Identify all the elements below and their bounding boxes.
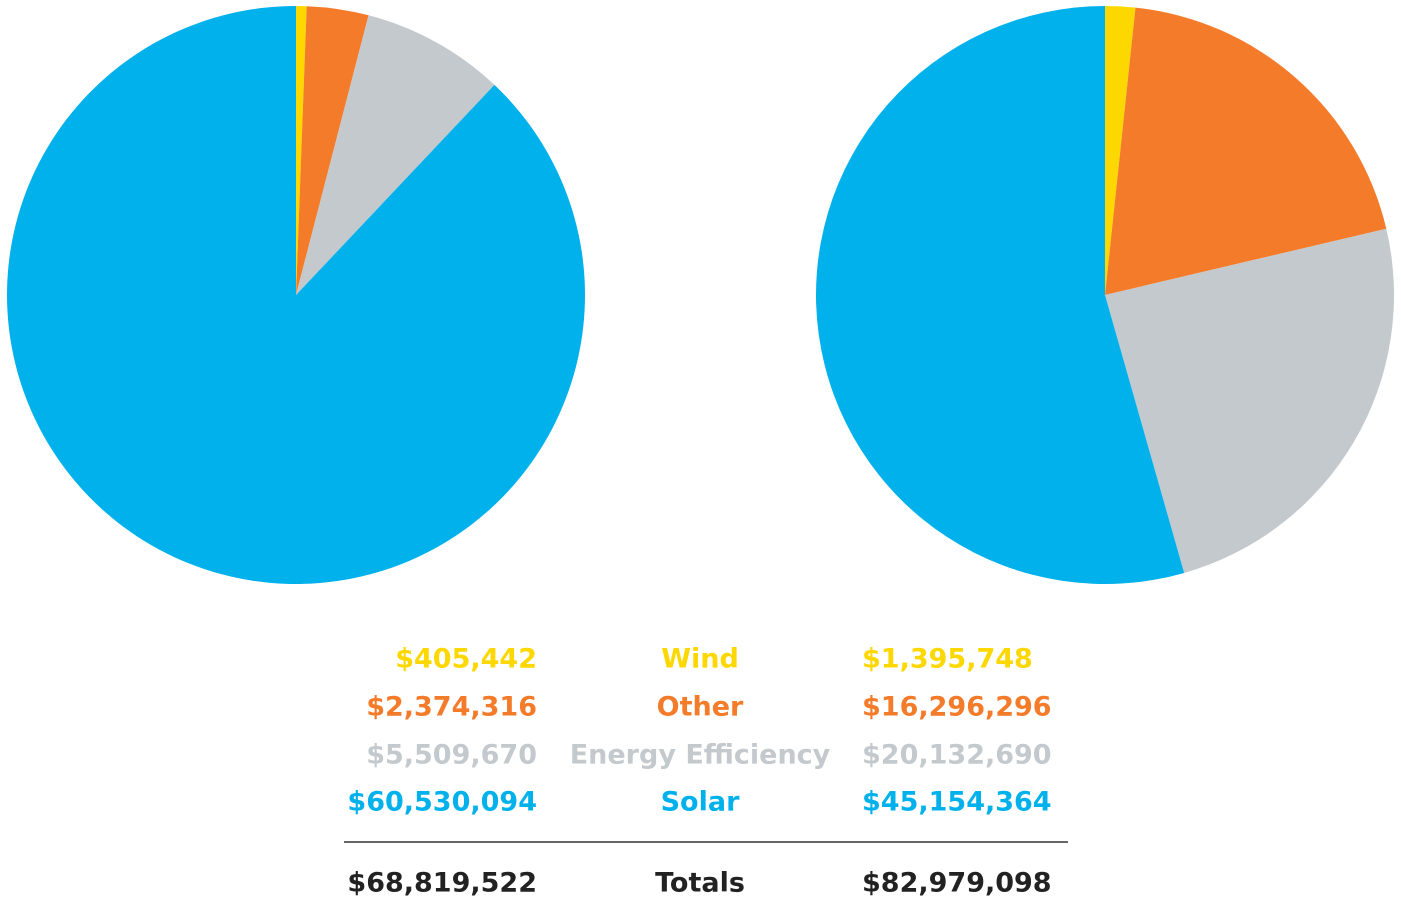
category-label: Energy Efficiency [570, 740, 831, 771]
pie-slice [7, 6, 586, 584]
total-value: $68,819,522 [347, 868, 537, 899]
category-label: Wind [661, 644, 739, 675]
value-label: $2,374,316 [366, 692, 537, 723]
totals-label: Totals [655, 868, 745, 899]
pie-slice [1105, 6, 1136, 295]
pie-slice [815, 6, 1185, 584]
value-label: $1,395,748 [862, 644, 1033, 675]
total-value: $82,979,098 [862, 868, 1052, 899]
value-label: $45,154,364 [862, 787, 1052, 818]
pie-slice [1105, 228, 1394, 573]
pie-slice [296, 15, 495, 296]
pie-slice [1105, 7, 1387, 296]
value-label: $16,296,296 [862, 692, 1052, 723]
category-label: Other [657, 692, 744, 723]
value-label: $405,442 [395, 644, 537, 675]
category-label: Solar [661, 787, 740, 818]
value-label: $20,132,690 [862, 740, 1052, 771]
value-label: $5,509,670 [366, 740, 537, 771]
pie-slice [296, 6, 307, 295]
value-label: $60,530,094 [347, 787, 537, 818]
pie-slice [296, 6, 369, 296]
